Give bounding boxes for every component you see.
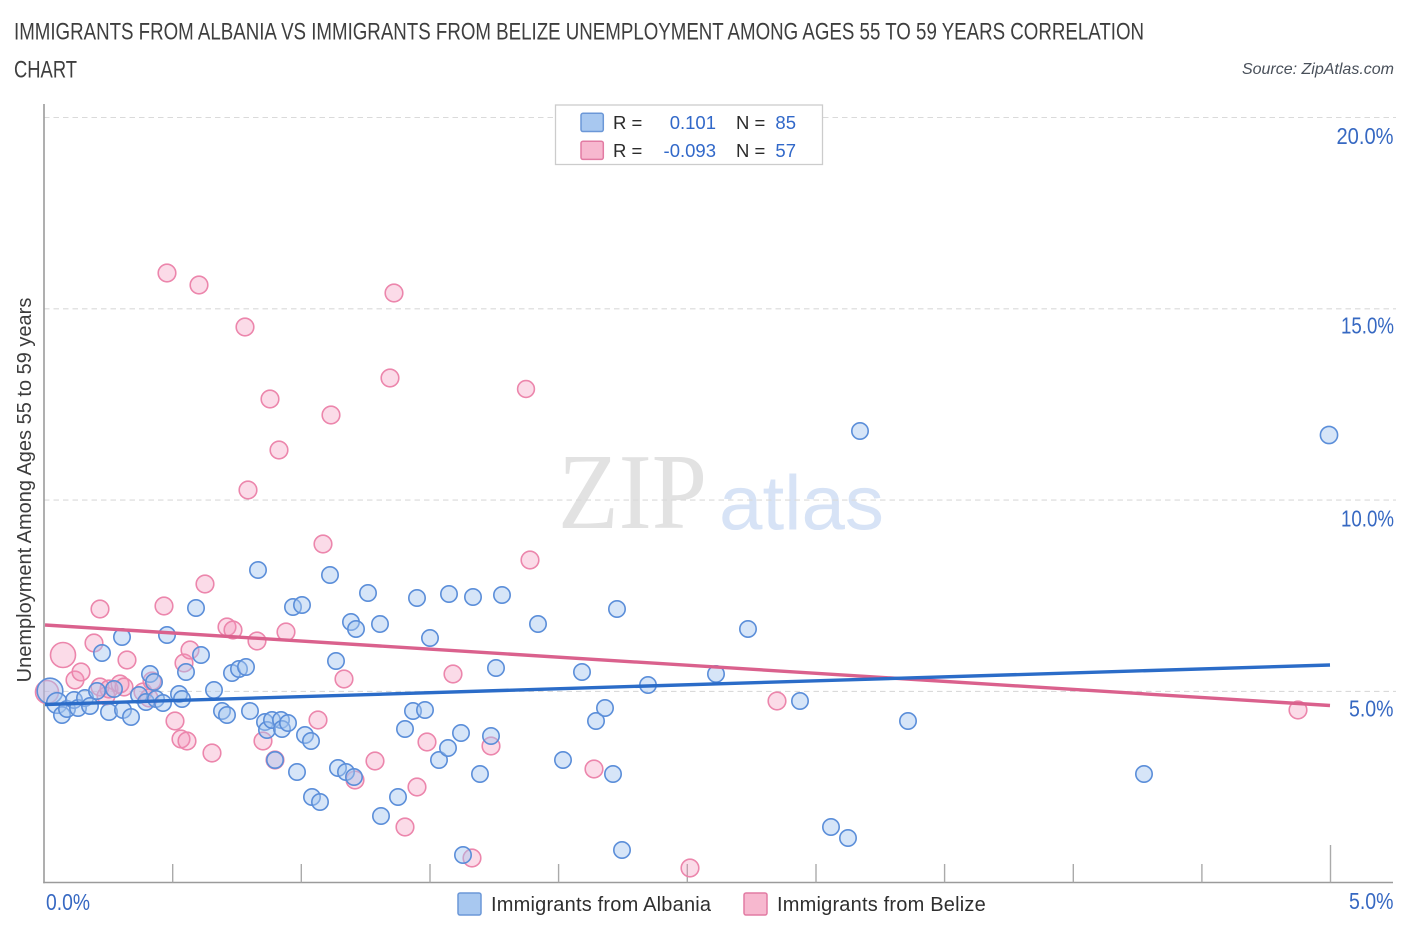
svg-text:0.101: 0.101 bbox=[670, 112, 716, 133]
svg-text:atlas: atlas bbox=[719, 461, 884, 547]
svg-text:CHART: CHART bbox=[14, 57, 77, 84]
svg-text:IMMIGRANTS FROM ALBANIA VS IMM: IMMIGRANTS FROM ALBANIA VS IMMIGRANTS FR… bbox=[14, 19, 1144, 46]
svg-text:85: 85 bbox=[775, 112, 796, 133]
svg-text:5.0%: 5.0% bbox=[1349, 696, 1394, 722]
svg-text:-0.093: -0.093 bbox=[664, 140, 716, 161]
svg-text:15.0%: 15.0% bbox=[1341, 313, 1394, 339]
svg-text:Source: ZipAtlas.com: Source: ZipAtlas.com bbox=[1242, 61, 1394, 78]
svg-text:N =: N = bbox=[736, 140, 765, 161]
svg-text:Immigrants from Albania: Immigrants from Albania bbox=[491, 894, 712, 916]
svg-text:ZIP: ZIP bbox=[558, 433, 707, 552]
svg-text:5.0%: 5.0% bbox=[1349, 888, 1394, 914]
svg-text:20.0%: 20.0% bbox=[1337, 123, 1394, 149]
svg-text:Unemployment Among Ages 55 to: Unemployment Among Ages 55 to 59 years bbox=[14, 298, 36, 683]
svg-text:R =: R = bbox=[613, 140, 642, 161]
svg-text:0.0%: 0.0% bbox=[46, 889, 90, 915]
svg-text:10.0%: 10.0% bbox=[1341, 506, 1394, 532]
svg-text:R =: R = bbox=[613, 112, 642, 133]
svg-text:Immigrants from Belize: Immigrants from Belize bbox=[777, 894, 986, 916]
svg-text:N =: N = bbox=[736, 112, 765, 133]
svg-text:57: 57 bbox=[775, 140, 796, 161]
